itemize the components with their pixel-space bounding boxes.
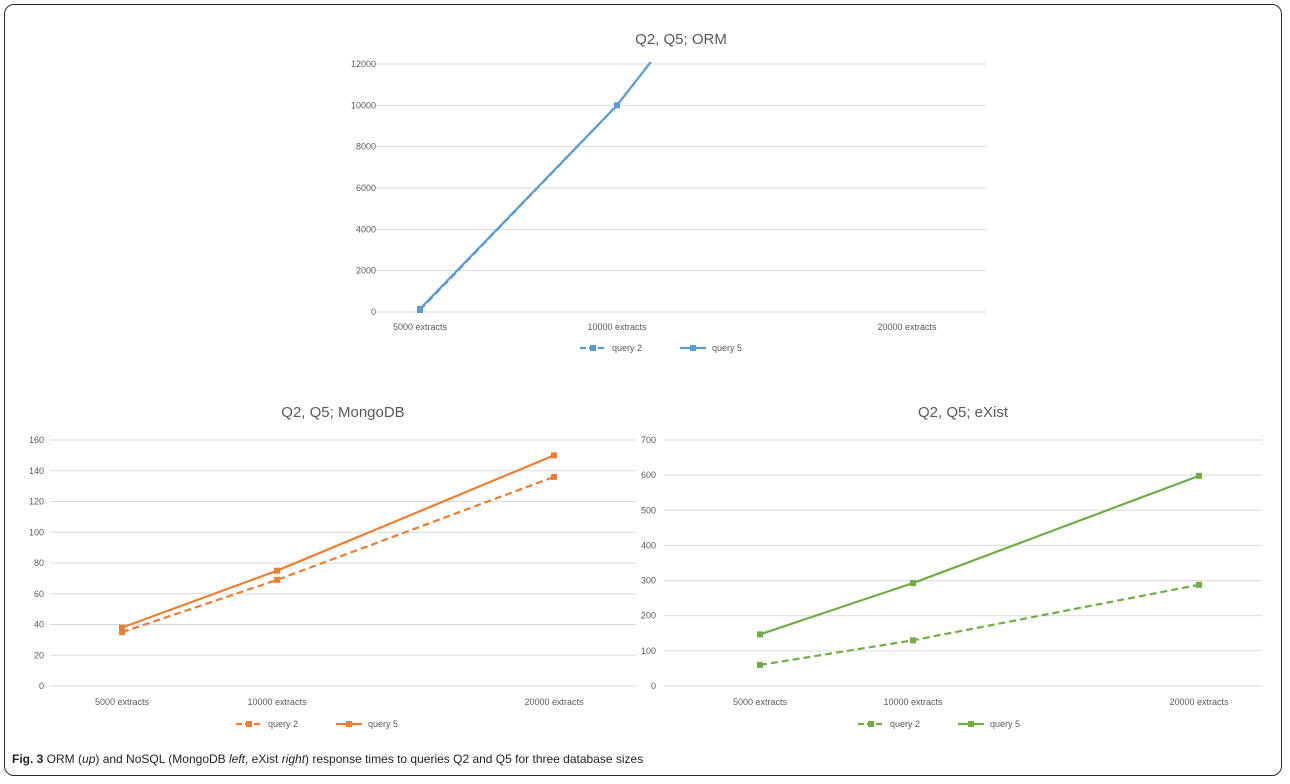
data-point — [551, 452, 557, 459]
caption-text: ORM (up) and NoSQL (MongoDB left, eXist … — [43, 752, 644, 766]
chart-orm: Q2, Q5; ORM 0 2000 4000 6000 8000 10000 12000 50… — [351, 31, 986, 353]
x-tick-label: 20000 extracts — [524, 697, 584, 707]
x-tick-label: 10000 extracts — [587, 322, 647, 332]
y-tick-label: 600 — [641, 470, 656, 480]
chart-title: Q2, Q5; MongoDB — [281, 404, 404, 421]
y-tick-label: 300 — [641, 576, 656, 586]
legend-label: query 2 — [268, 719, 298, 729]
legend-label: query 5 — [712, 343, 742, 353]
figure-caption: Fig. 3 ORM (up) and NoSQL (MongoDB left,… — [12, 752, 643, 766]
series-line-query-2 — [121, 475, 555, 634]
y-tick-label: 10000 — [351, 100, 376, 110]
y-tick-label: 12000 — [351, 59, 376, 69]
x-tick-label: 10000 extracts — [883, 697, 943, 707]
y-tick-label: 60 — [34, 589, 44, 599]
caption-part: ) and NoSQL (MongoDB — [95, 752, 229, 766]
caption-part: , eXist — [245, 752, 282, 766]
legend-swatch-marker — [690, 345, 696, 351]
chart-mongodb: Q2, Q5; MongoDB 0 20 40 60 80 100 120 140 160 5000… — [29, 404, 636, 729]
plot-area — [757, 472, 1202, 668]
y-tick-label: 80 — [34, 558, 44, 568]
data-point — [1196, 581, 1202, 588]
y-tick-label: 160 — [29, 435, 44, 445]
plot-area — [119, 452, 557, 636]
data-point — [910, 637, 916, 644]
y-tick-label: 200 — [641, 611, 656, 621]
legend-label: query 2 — [612, 343, 642, 353]
caption-part: ORM ( — [43, 752, 83, 766]
x-tick-label: 20000 extracts — [1169, 697, 1229, 707]
legend-swatch-marker — [590, 345, 596, 351]
data-point — [417, 305, 423, 312]
data-point — [119, 624, 125, 631]
y-tick-label: 100 — [641, 646, 656, 656]
y-tick-label: 0 — [39, 681, 44, 691]
data-point — [757, 631, 763, 638]
caption-label: Fig. 3 — [12, 752, 44, 766]
data-point — [551, 473, 557, 480]
data-point — [757, 661, 763, 668]
caption-part: ) response times to queries Q2 and Q5 fo… — [305, 752, 644, 766]
y-tick-label: 140 — [29, 466, 44, 476]
legend-swatch-marker — [246, 721, 252, 727]
data-point — [274, 567, 280, 574]
data-point — [614, 102, 620, 109]
x-tick-label: 10000 extracts — [247, 697, 307, 707]
legend-swatch-marker — [968, 721, 974, 727]
y-tick-label: 4000 — [356, 224, 376, 234]
figure-frame — [4, 4, 1282, 776]
y-tick-label: 400 — [641, 540, 656, 550]
y-tick-label: 2000 — [356, 266, 376, 276]
x-tick-label: 20000 extracts — [877, 322, 937, 332]
y-tick-label: 0 — [651, 681, 656, 691]
y-tick-label: 40 — [34, 620, 44, 630]
y-tick-label: 20 — [34, 650, 44, 660]
chart-exist: Q2, Q5; eXist 0 100 200 300 400 500 600 700 5000 … — [641, 404, 1262, 729]
y-tick-label: 0 — [371, 307, 376, 317]
legend-label: query 5 — [368, 719, 398, 729]
x-tick-label: 5000 extracts — [95, 697, 150, 707]
y-tick-label: 120 — [29, 497, 44, 507]
series-line-query-2 — [759, 583, 1200, 667]
plot-area — [417, 62, 653, 313]
series-line-query-5 — [759, 474, 1200, 636]
data-point — [910, 580, 916, 587]
legend-label: query 5 — [990, 719, 1020, 729]
y-tick-label: 6000 — [356, 183, 376, 193]
chart-title: Q2, Q5; ORM — [635, 31, 727, 48]
caption-part: up — [82, 752, 96, 766]
series-line-query-5 — [121, 454, 555, 629]
legend-swatch-marker — [346, 721, 352, 727]
data-point — [1196, 472, 1202, 479]
y-tick-label: 500 — [641, 505, 656, 515]
y-tick-label: 100 — [29, 527, 44, 537]
y-tick-label: 700 — [641, 435, 656, 445]
x-tick-label: 5000 extracts — [393, 322, 448, 332]
caption-part: right — [281, 752, 306, 766]
caption-part: left — [229, 752, 246, 766]
data-point — [274, 576, 280, 583]
data-point — [119, 629, 125, 636]
legend-swatch-marker — [868, 721, 874, 727]
legend-label: query 2 — [890, 719, 920, 729]
x-tick-label: 5000 extracts — [733, 697, 788, 707]
chart-title: Q2, Q5; eXist — [918, 404, 1009, 421]
y-tick-label: 8000 — [356, 142, 376, 152]
